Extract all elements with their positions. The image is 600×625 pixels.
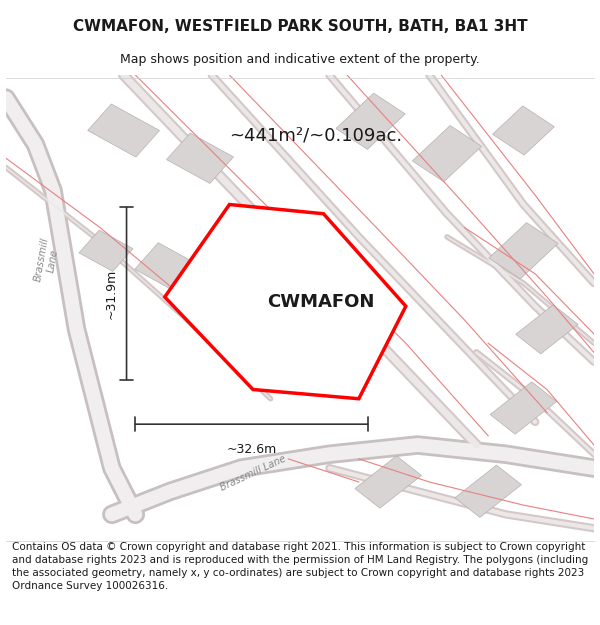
Polygon shape [165, 204, 406, 399]
Text: Contains OS data © Crown copyright and database right 2021. This information is : Contains OS data © Crown copyright and d… [12, 542, 588, 591]
Polygon shape [355, 456, 421, 508]
Polygon shape [455, 465, 521, 518]
Text: ~32.6m: ~32.6m [226, 442, 277, 456]
Polygon shape [516, 305, 578, 354]
Text: CWMAFON, WESTFIELD PARK SOUTH, BATH, BA1 3HT: CWMAFON, WESTFIELD PARK SOUTH, BATH, BA1… [73, 19, 527, 34]
Text: Map shows position and indicative extent of the property.: Map shows position and indicative extent… [120, 52, 480, 66]
Polygon shape [88, 104, 160, 157]
Polygon shape [493, 106, 554, 155]
Polygon shape [79, 230, 133, 271]
Polygon shape [336, 93, 405, 149]
Text: CWMAFON: CWMAFON [267, 292, 374, 311]
Text: Brassmill
Lane: Brassmill Lane [32, 236, 62, 284]
Text: ~31.9m: ~31.9m [105, 268, 118, 319]
Text: Brassmill Lane: Brassmill Lane [218, 453, 287, 493]
Polygon shape [167, 133, 233, 184]
Text: ~441m²/~0.109ac.: ~441m²/~0.109ac. [229, 126, 403, 144]
Polygon shape [489, 222, 558, 279]
Polygon shape [412, 126, 482, 182]
Polygon shape [135, 242, 206, 296]
Polygon shape [490, 382, 557, 434]
